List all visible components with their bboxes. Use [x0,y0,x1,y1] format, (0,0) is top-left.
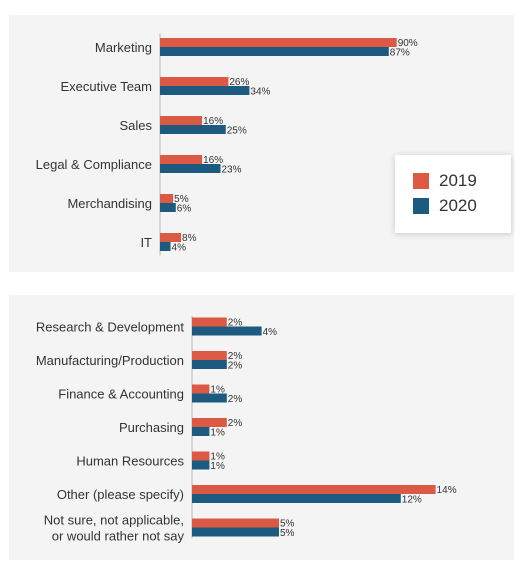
value-label-2019: 16% [203,116,223,127]
bar-2020 [192,360,227,369]
legend-item-2020: 2020 [413,196,477,216]
category-label: Manufacturing/Production [36,353,184,368]
value-label-2019: 16% [203,155,223,166]
value-label-2019: 90% [398,38,418,49]
value-label-2020: 4% [172,243,187,254]
value-label-2019: 1% [210,385,225,396]
bar-2020 [192,460,210,470]
value-label-2019: 2% [228,351,243,362]
value-label-2020: 2% [228,361,243,372]
value-label-2020: 2% [228,394,243,405]
legend-label-2020: 2020 [439,196,477,215]
value-label-2019: 1% [210,452,225,463]
bar-2020 [160,47,389,56]
category-label: Marketing [95,40,152,55]
bar-2019 [160,77,229,86]
bar-chart-bottom: Research & Development 2% 4% Manufacturing/… [36,315,457,544]
category-label: Human Resources [76,454,184,469]
bar-2019 [192,384,210,394]
value-label-2020: 1% [210,428,225,439]
category-label: Executive Team [60,79,152,94]
value-label-2019: 2% [228,418,243,429]
bar-2020 [192,494,401,503]
category-label: Finance & Accounting [58,387,184,402]
value-label-2019: 8% [182,233,197,244]
category-label: IT [140,235,152,250]
bar-2019 [192,451,210,461]
category-label: Merchandising [67,196,152,211]
category-label: Not sure, not applicable, or would rather… [44,513,185,544]
value-label-2020: 4% [263,327,278,338]
bar-2020 [160,86,250,95]
bar-2019 [192,518,279,528]
bar-2019 [192,317,227,327]
value-label-2020: 34% [250,87,270,98]
value-label-2020: 87% [390,48,410,59]
bar-2019 [160,116,203,125]
bar-2020 [192,527,279,537]
value-label-2020: 5% [280,528,295,539]
bar-2019 [160,194,174,203]
bar-2020 [192,326,262,336]
bar-2020 [160,242,171,251]
bar-2019 [192,485,436,494]
category-label: Sales [119,118,152,133]
chart-panel-top: Marketing 90% 87% Executive Team 26% 34% Sales… [9,15,514,272]
category-label: Other (please specify) [57,487,184,502]
bar-2019 [160,155,203,164]
value-label-2020: 6% [177,204,192,215]
bar-2020 [192,393,227,403]
legend-swatch-2020 [413,198,429,214]
bar-2019 [160,233,182,242]
legend-label-2019: 2019 [439,171,477,190]
legend-item-2019: 2019 [413,171,477,191]
value-label-2019: 5% [280,519,295,530]
chart-panel-bottom: Research & Development 2% 4% Manufacturing/… [9,295,514,560]
bar-2019 [160,38,397,47]
category-label: Purchasing [119,420,184,435]
value-label-2019: 2% [228,318,243,329]
chart-legend: 2019 2020 [395,155,511,233]
value-label-2019: 14% [437,485,457,496]
bar-2020 [160,164,221,173]
category-label: Research & Development [36,320,185,335]
bar-2019 [192,418,227,427]
bar-2020 [160,203,176,212]
bar-chart-top: Marketing 90%87% Executive Team 26%34% Sales… [36,33,418,256]
category-label: Legal & Compliance [36,157,152,172]
legend-swatch-2019 [413,173,429,189]
value-label-2020: 25% [227,126,247,137]
bar-2020 [160,125,226,134]
value-label-2019: 5% [174,194,189,205]
bar-2020 [192,427,210,436]
bar-2019 [192,351,227,360]
value-label-2020: 23% [221,165,241,176]
value-label-2019: 26% [229,77,249,88]
value-label-2020: 1% [210,461,225,472]
value-label-2020: 12% [402,495,422,506]
